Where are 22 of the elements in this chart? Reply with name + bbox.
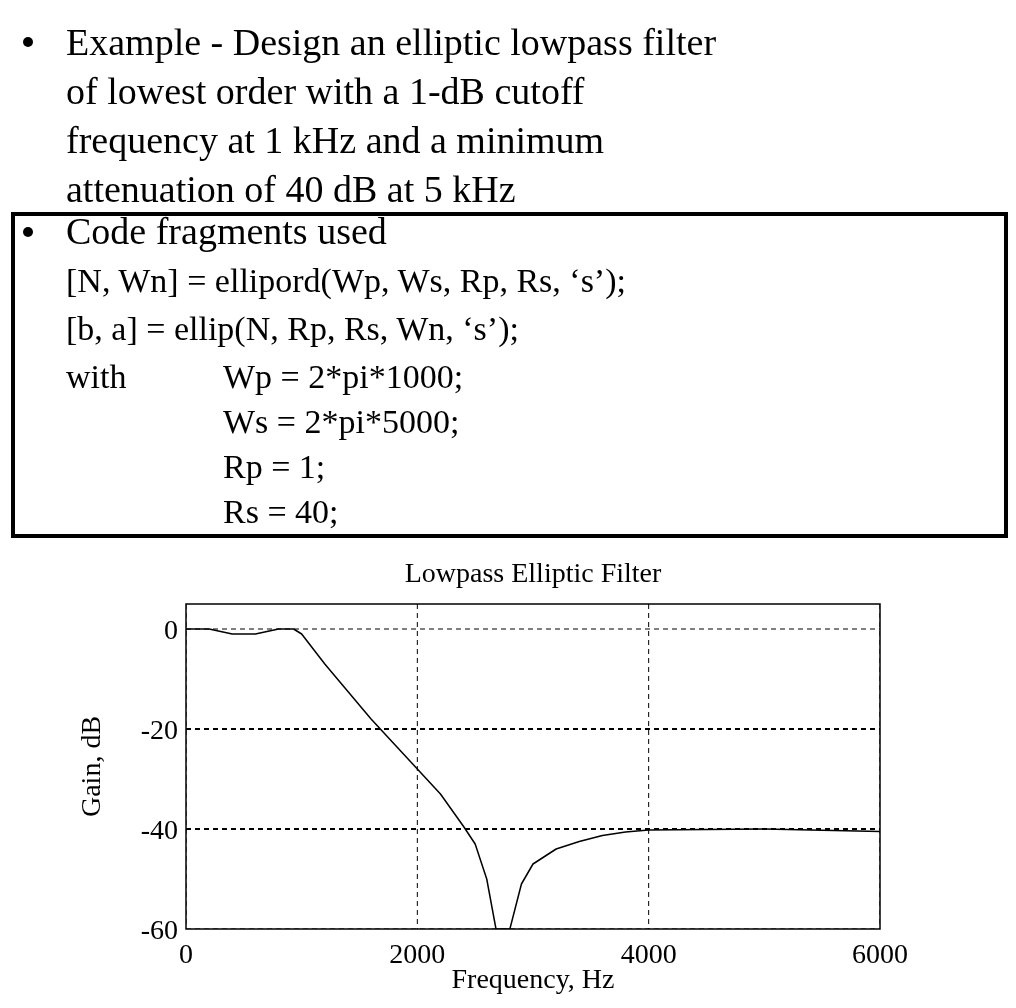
text: [N, Wn] = ellipord(Wp, Ws, Rp, Rs, ‘s’); — [66, 262, 626, 300]
y-axis-title: Gain, dB — [75, 715, 106, 818]
y-tick-label: 0 — [164, 614, 178, 645]
x-axis-title: Frequency, Hz — [451, 963, 615, 994]
text: Ws = 2*pi*5000; — [223, 403, 460, 440]
x-tick-label: 6000 — [852, 938, 908, 969]
text: Rs = 40; — [223, 493, 339, 530]
text: frequency at 1 kHz and a minimum — [66, 119, 605, 161]
text: Wp = 2*pi*1000; — [223, 358, 464, 395]
x-tick-label: 4000 — [620, 938, 677, 969]
text: Code fragments used — [66, 210, 387, 252]
y-tick-label: -60 — [140, 914, 178, 945]
text: [b, a] = ellip(N, Rp, Rs, Wn, ‘s’); — [66, 310, 519, 348]
text: attenuation of 40 dB at 5 kHz — [66, 168, 516, 210]
x-tick-label: 2000 — [389, 938, 446, 969]
text: Example - Design an elliptic lowpass filter — [66, 21, 717, 63]
y-tick-label: -40 — [140, 814, 178, 845]
chart-title: Lowpass Elliptic Filter — [404, 557, 662, 588]
text: with — [66, 358, 127, 395]
y-tick-label: -20 — [140, 714, 178, 745]
text: of lowest order with a 1-dB cutoff — [66, 70, 585, 112]
text: Rp = 1; — [223, 448, 326, 485]
